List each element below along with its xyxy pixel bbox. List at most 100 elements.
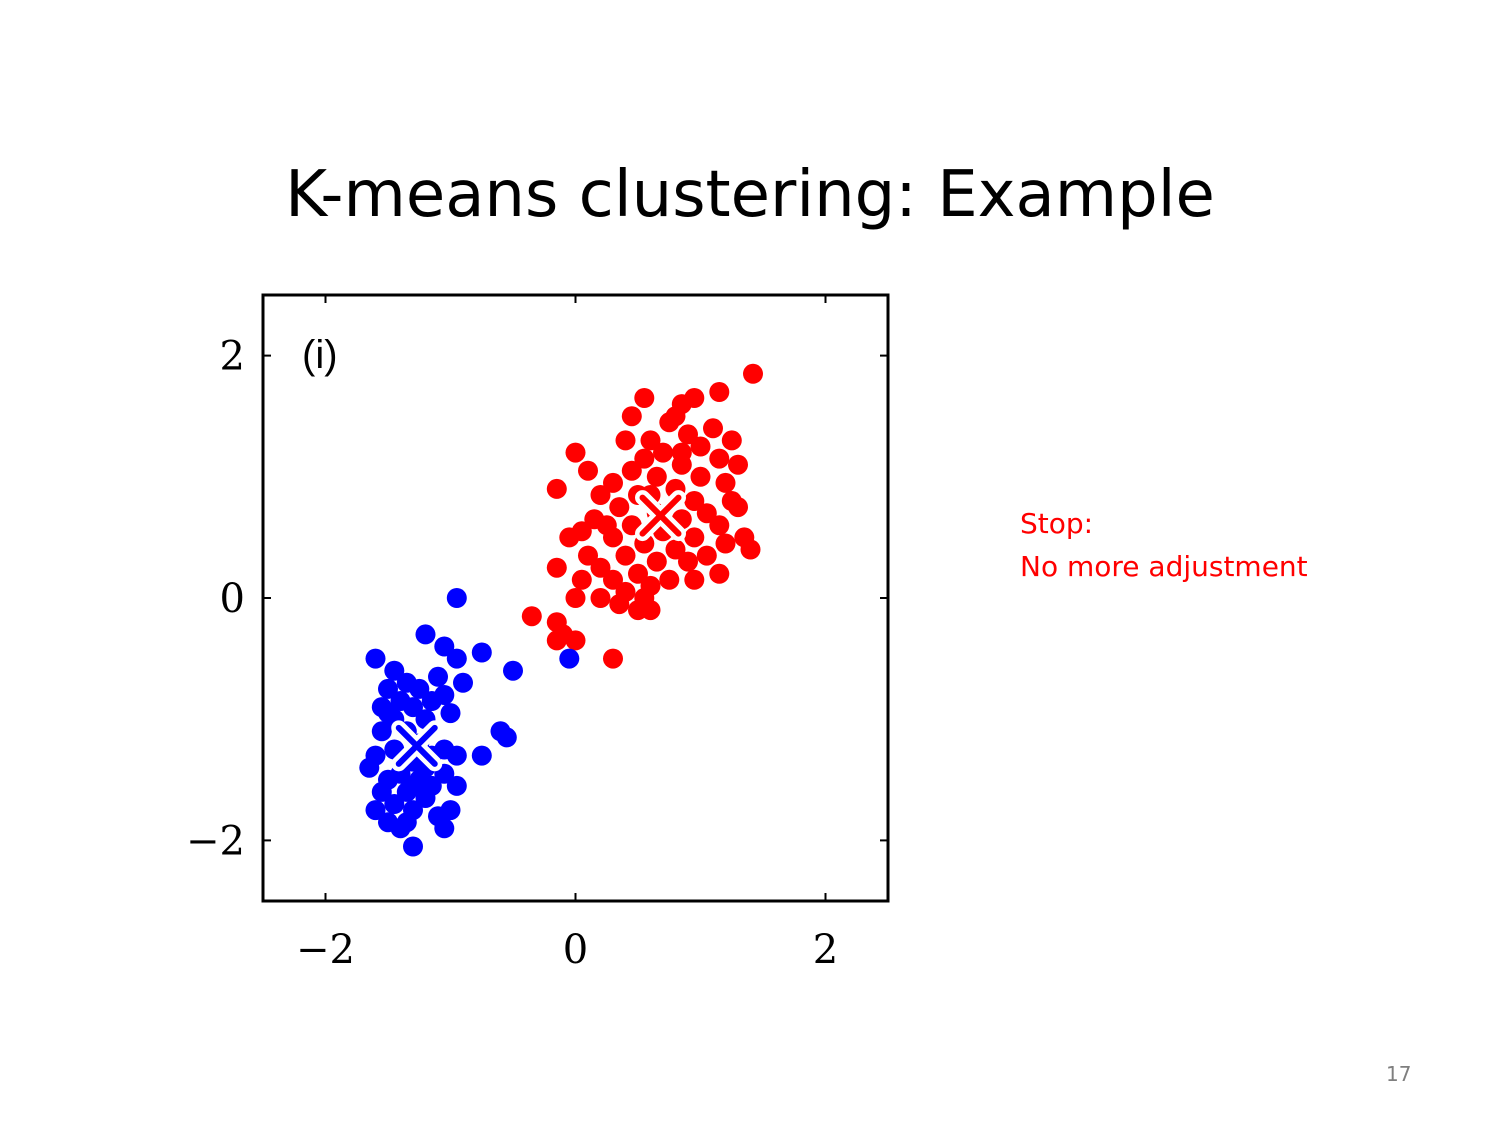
data-point-series-1-31 (471, 745, 492, 766)
data-point-series-1-18 (440, 703, 461, 724)
stop-note: Stop: No more adjustment (1020, 502, 1308, 588)
data-point-series-0-25 (546, 478, 567, 499)
data-point-series-1-8 (428, 666, 448, 687)
data-point-series-0-6 (621, 406, 642, 427)
data-point-series-0-49 (615, 545, 636, 566)
data-point-series-0-56 (628, 563, 648, 584)
data-point-series-0-22 (690, 466, 711, 487)
page-number: 17 (1386, 1062, 1412, 1086)
data-point-series-0-32 (609, 497, 630, 518)
data-point-series-0-74 (603, 648, 623, 669)
data-point-series-0-26 (715, 472, 736, 493)
data-point-series-1-10 (453, 672, 473, 693)
data-point-series-0-73 (546, 630, 567, 651)
data-point-series-1-6 (503, 660, 523, 681)
data-point-series-0-0 (743, 363, 763, 384)
centroid-marker-1 (391, 720, 443, 772)
data-point-series-0-69 (521, 606, 542, 627)
data-point-series-0-46 (665, 539, 686, 560)
data-point-series-1-55 (378, 703, 398, 724)
data-point-series-0-9 (640, 430, 661, 451)
data-point-series-0-12 (690, 436, 711, 457)
y-tick-label: −2 (186, 818, 245, 864)
x-tick-label: 2 (813, 927, 838, 973)
data-point-series-1-4 (365, 648, 386, 669)
data-point-series-1-11 (378, 678, 398, 699)
data-point-series-1-15 (421, 691, 442, 711)
data-point-series-0-24 (603, 472, 623, 493)
data-point-series-0-23 (646, 466, 667, 487)
data-point-series-0-4 (634, 388, 655, 408)
data-point-series-0-59 (571, 569, 592, 590)
data-point-series-0-10 (721, 430, 742, 451)
data-point-series-1-3 (471, 642, 492, 663)
data-point-series-0-55 (709, 563, 730, 584)
data-point-series-0-77 (596, 515, 617, 536)
data-point-series-1-30 (446, 745, 467, 766)
data-point-series-0-21 (578, 460, 598, 481)
data-point-series-1-44 (384, 794, 405, 814)
data-point-series-1-2 (434, 636, 455, 657)
data-point-series-0-38 (709, 515, 730, 536)
data-point-series-0-15 (709, 448, 730, 469)
data-point-series-1-43 (415, 788, 436, 808)
data-point-series-0-30 (684, 491, 705, 511)
centroid-layer (391, 490, 686, 772)
data-point-series-0-60 (684, 569, 705, 590)
data-point-series-0-57 (659, 569, 680, 590)
data-point-series-0-72 (565, 630, 586, 651)
data-point-series-1-24 (496, 727, 517, 748)
panel-label: (i) (302, 333, 338, 377)
x-tick-label: −2 (296, 927, 355, 973)
slide-title: K-means clustering: Example (285, 158, 1215, 232)
data-point-series-0-7 (703, 418, 723, 439)
data-point-series-1-12 (409, 678, 430, 699)
data-point-series-1-46 (365, 800, 386, 821)
data-point-series-0-34 (696, 503, 717, 524)
data-point-series-0-14 (653, 442, 673, 463)
data-point-series-0-48 (578, 545, 598, 566)
data-point-series-0-42 (559, 527, 580, 548)
data-point-series-0-76 (728, 497, 748, 518)
data-point-series-0-11 (678, 424, 698, 445)
data-point-series-0-66 (609, 594, 630, 615)
data-point-series-0-20 (621, 460, 642, 481)
data-point-series-1-51 (434, 818, 455, 839)
data-point-series-0-1 (709, 382, 730, 402)
data-point-series-0-75 (734, 527, 755, 548)
data-point-series-0-64 (565, 588, 586, 608)
data-point-series-1-17 (403, 697, 423, 718)
data-point-series-1-41 (371, 781, 392, 802)
data-point-series-1-56 (409, 769, 430, 790)
data-point-series-0-58 (603, 569, 623, 590)
data-point-series-1-0 (446, 588, 467, 608)
centroid-marker-0 (635, 490, 686, 542)
data-point-series-0-16 (634, 448, 655, 469)
data-point-series-1-1 (415, 624, 436, 645)
data-point-series-0-29 (590, 485, 611, 505)
data-point-series-1-40 (446, 775, 467, 796)
ticks-layer: −2 0 2 −2 0 2 (186, 295, 888, 973)
note-line-1: Stop: (1020, 507, 1094, 540)
data-point-series-1-52 (390, 818, 411, 839)
data-point-series-0-68 (640, 600, 661, 621)
data-point-series-0-50 (696, 545, 717, 566)
y-tick-label: 0 (220, 576, 245, 622)
data-point-series-0-44 (715, 533, 736, 554)
data-point-series-0-78 (671, 442, 692, 463)
data-point-series-1-5 (446, 648, 467, 669)
data-point-series-1-7 (384, 660, 405, 681)
x-tick-label: 0 (563, 927, 588, 973)
note-line-2: No more adjustment (1020, 550, 1308, 583)
data-point-series-1-33 (359, 757, 380, 778)
data-point-series-0-54 (546, 557, 567, 578)
data-point-series-0-52 (678, 551, 698, 572)
data-point-series-0-17 (565, 442, 586, 463)
data-point-series-0-18 (728, 454, 748, 475)
points-layer (359, 363, 763, 857)
data-point-series-1-54 (559, 648, 580, 669)
data-point-series-0-53 (590, 557, 611, 578)
data-point-series-0-8 (659, 412, 680, 433)
data-point-series-1-53 (403, 836, 423, 857)
